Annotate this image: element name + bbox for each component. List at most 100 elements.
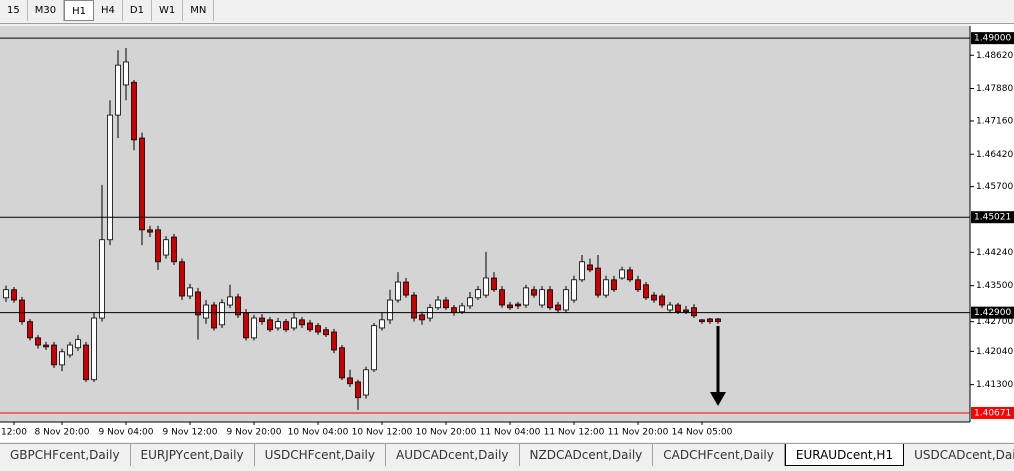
candle-body <box>571 279 577 301</box>
candle-body <box>675 304 681 313</box>
candle-body <box>579 261 585 281</box>
y-tick-label: 1.44240 <box>976 248 1013 258</box>
candle-body <box>459 305 465 313</box>
candle-body <box>155 229 161 263</box>
y-tick-label: 1.42040 <box>976 347 1013 357</box>
level-label: 1.45021 <box>974 213 1011 223</box>
candle-body <box>483 277 489 296</box>
y-tick-label: 1.45700 <box>976 182 1013 192</box>
candle-body <box>115 64 121 116</box>
candle-body <box>107 114 113 241</box>
candle-body <box>267 319 273 331</box>
x-tick-label: 8 Nov 20:00 <box>35 428 90 438</box>
symbol-tab[interactable]: EURAUDcent,H1 <box>784 444 905 466</box>
y-tick-label: 1.47880 <box>976 84 1013 94</box>
candle-body <box>683 309 689 313</box>
candle-body <box>211 304 217 329</box>
candle-body <box>403 281 409 296</box>
candle-body <box>11 289 17 301</box>
candle-body <box>99 239 105 319</box>
candle-body <box>659 295 665 306</box>
candle-body <box>299 319 305 326</box>
candle-body <box>259 317 265 323</box>
candle-body <box>227 296 233 306</box>
candle-body <box>603 279 609 296</box>
candle-body <box>475 289 481 299</box>
timeframe-toolbar: 15 M30 H1 H4 D1 W1 MN <box>0 0 1014 24</box>
candle-body <box>667 304 673 311</box>
timeframe-button[interactable]: H1 <box>64 0 94 21</box>
candle-body <box>555 304 561 311</box>
candle-body <box>307 322 313 331</box>
candle-body <box>395 281 401 301</box>
candle-body <box>171 236 177 263</box>
candle-body <box>323 329 329 336</box>
candle-body <box>275 321 281 329</box>
candle-body <box>715 318 721 323</box>
chart: 1.48620 1.47880 1.47160 1.46420 1.45700 1.442… <box>0 24 1014 442</box>
down-arrow <box>710 326 726 406</box>
symbol-tab[interactable]: CADCHFcent,Daily <box>653 444 785 466</box>
plot-area <box>0 26 970 422</box>
candle-body <box>331 331 337 351</box>
candle-body <box>387 299 393 321</box>
candle-body <box>291 317 297 329</box>
candle-body <box>91 317 97 381</box>
candle-body <box>51 344 57 366</box>
candle-body <box>347 377 353 385</box>
candle-body <box>619 269 625 279</box>
candle-body <box>435 299 441 309</box>
candle-body <box>611 279 617 291</box>
candle-body <box>635 279 641 291</box>
candle-body <box>283 321 289 331</box>
candle-body <box>523 287 529 306</box>
symbol-tab[interactable]: AUDCADcent,Daily <box>386 444 520 466</box>
symbol-tab[interactable]: EURJPYcent,Daily <box>131 444 255 466</box>
x-tick-label: 11 Nov 20:00 <box>608 428 669 438</box>
candle-body <box>411 294 417 319</box>
candle-body <box>451 307 457 314</box>
symbol-tab[interactable]: GBPCHFcent,Daily <box>0 444 131 466</box>
symbol-tab[interactable]: NZDCADcent,Daily <box>520 444 654 466</box>
candle-body <box>379 319 385 329</box>
timeframe-button[interactable]: 15 <box>0 0 28 21</box>
candle-body <box>315 325 321 333</box>
candle-body <box>563 289 569 311</box>
candle-body <box>507 304 513 309</box>
candle-body <box>83 344 89 381</box>
timeframe-button[interactable]: W1 <box>152 0 184 21</box>
candle-body <box>43 344 49 348</box>
y-tick-label: 1.41300 <box>976 380 1013 390</box>
timeframe-button[interactable]: M30 <box>28 0 65 21</box>
timeframe-button[interactable]: MN <box>183 0 215 21</box>
level-label-box <box>971 306 1014 319</box>
x-tick-label: 10 Nov 20:00 <box>416 428 477 438</box>
level-label-box <box>971 406 1014 419</box>
symbol-tab[interactable]: USDCADcent,Daily <box>904 444 1014 466</box>
candle-body <box>163 239 169 256</box>
candle-body <box>707 318 713 323</box>
x-tick-label: 10 Nov 12:00 <box>352 428 413 438</box>
level-label-box <box>971 211 1014 224</box>
price-axis-area <box>970 24 1014 442</box>
symbol-tab[interactable]: USDCHFcent,Daily <box>255 444 386 466</box>
timeframe-button[interactable]: D1 <box>123 0 152 21</box>
level-label: 1.42900 <box>974 308 1011 318</box>
candle-body <box>251 317 257 339</box>
candle-body <box>699 319 705 323</box>
candle-body <box>179 261 185 297</box>
candle-body <box>35 337 41 346</box>
candle-body <box>443 299 449 309</box>
candle-body <box>235 296 241 316</box>
y-tick-label: 1.42700 <box>976 317 1013 327</box>
level-label: 1.40671 <box>974 408 1011 418</box>
x-tick-label: 11 Nov 04:00 <box>480 428 541 438</box>
y-tick-label: 1.46420 <box>976 150 1013 160</box>
level-label: 1.49000 <box>974 34 1011 44</box>
candle-body <box>547 289 553 309</box>
candle-body <box>195 291 201 316</box>
candle-body <box>75 339 81 349</box>
timeframe-button[interactable]: H4 <box>94 0 123 21</box>
candle-body <box>595 267 601 296</box>
